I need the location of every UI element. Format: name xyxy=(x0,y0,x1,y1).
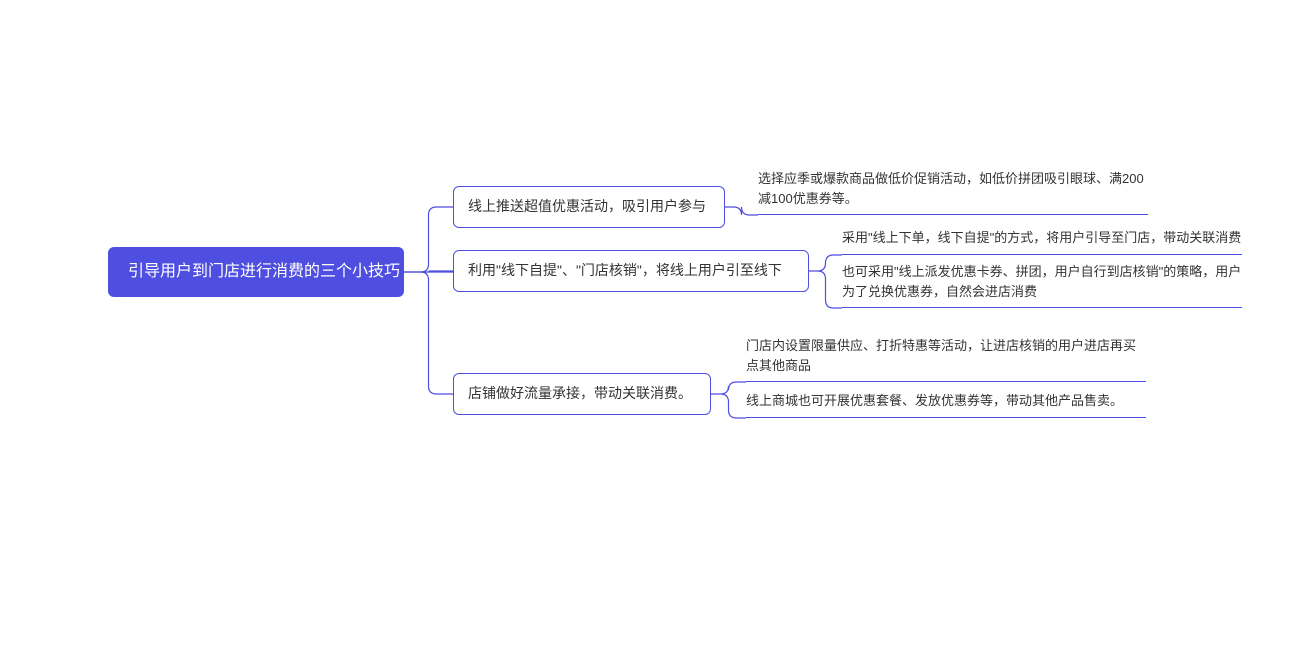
branch-node-2-label: 店铺做好流量承接，带动关联消费。 xyxy=(468,385,692,401)
leaf-node-2-0-label: 门店内设置限量供应、打折特惠等活动，让进店核销的用户进店再买点其他商品 xyxy=(746,338,1136,373)
leaf-node-2-1[interactable]: 线上商城也可开展优惠套餐、发放优惠券等，带动其他产品售卖。 xyxy=(746,387,1146,418)
connector-layer xyxy=(0,0,1289,648)
leaf-node-0-0-label: 选择应季或爆款商品做低价促销活动，如低价拼团吸引眼球、满200减100优惠券等。 xyxy=(758,171,1144,206)
leaf-node-1-0-label: 采用"线上下单，线下自提"的方式，将用户引导至门店，带动关联消费 xyxy=(842,230,1241,245)
branch-node-0[interactable]: 线上推送超值优惠活动，吸引用户参与 xyxy=(453,186,725,228)
mindmap-canvas: 引导用户到门店进行消费的三个小技巧 线上推送超值优惠活动，吸引用户参与 选择应季或爆… xyxy=(0,0,1289,648)
leaf-node-2-0[interactable]: 门店内设置限量供应、打折特惠等活动，让进店核销的用户进店再买点其他商品 xyxy=(746,332,1146,382)
leaf-node-1-1-label: 也可采用"线上派发优惠卡券、拼团，用户自行到店核销"的策略，用户为了兑换优惠券，… xyxy=(842,264,1241,299)
leaf-node-1-0[interactable]: 采用"线上下单，线下自提"的方式，将用户引导至门店，带动关联消费 xyxy=(842,224,1242,255)
branch-node-1[interactable]: 利用"线下自提"、"门店核销"，将线上用户引至线下 xyxy=(453,250,809,292)
branch-node-0-label: 线上推送超值优惠活动，吸引用户参与 xyxy=(468,198,706,214)
branch-node-1-label: 利用"线下自提"、"门店核销"，将线上用户引至线下 xyxy=(468,262,782,278)
leaf-node-2-1-label: 线上商城也可开展优惠套餐、发放优惠券等，带动其他产品售卖。 xyxy=(746,393,1123,408)
branch-node-2[interactable]: 店铺做好流量承接，带动关联消费。 xyxy=(453,373,711,415)
root-node[interactable]: 引导用户到门店进行消费的三个小技巧 xyxy=(108,247,404,297)
leaf-node-0-0[interactable]: 选择应季或爆款商品做低价促销活动，如低价拼团吸引眼球、满200减100优惠券等。 xyxy=(758,165,1148,215)
leaf-node-1-1[interactable]: 也可采用"线上派发优惠卡券、拼团，用户自行到店核销"的策略，用户为了兑换优惠券，… xyxy=(842,258,1242,308)
root-node-label: 引导用户到门店进行消费的三个小技巧 xyxy=(128,263,400,280)
